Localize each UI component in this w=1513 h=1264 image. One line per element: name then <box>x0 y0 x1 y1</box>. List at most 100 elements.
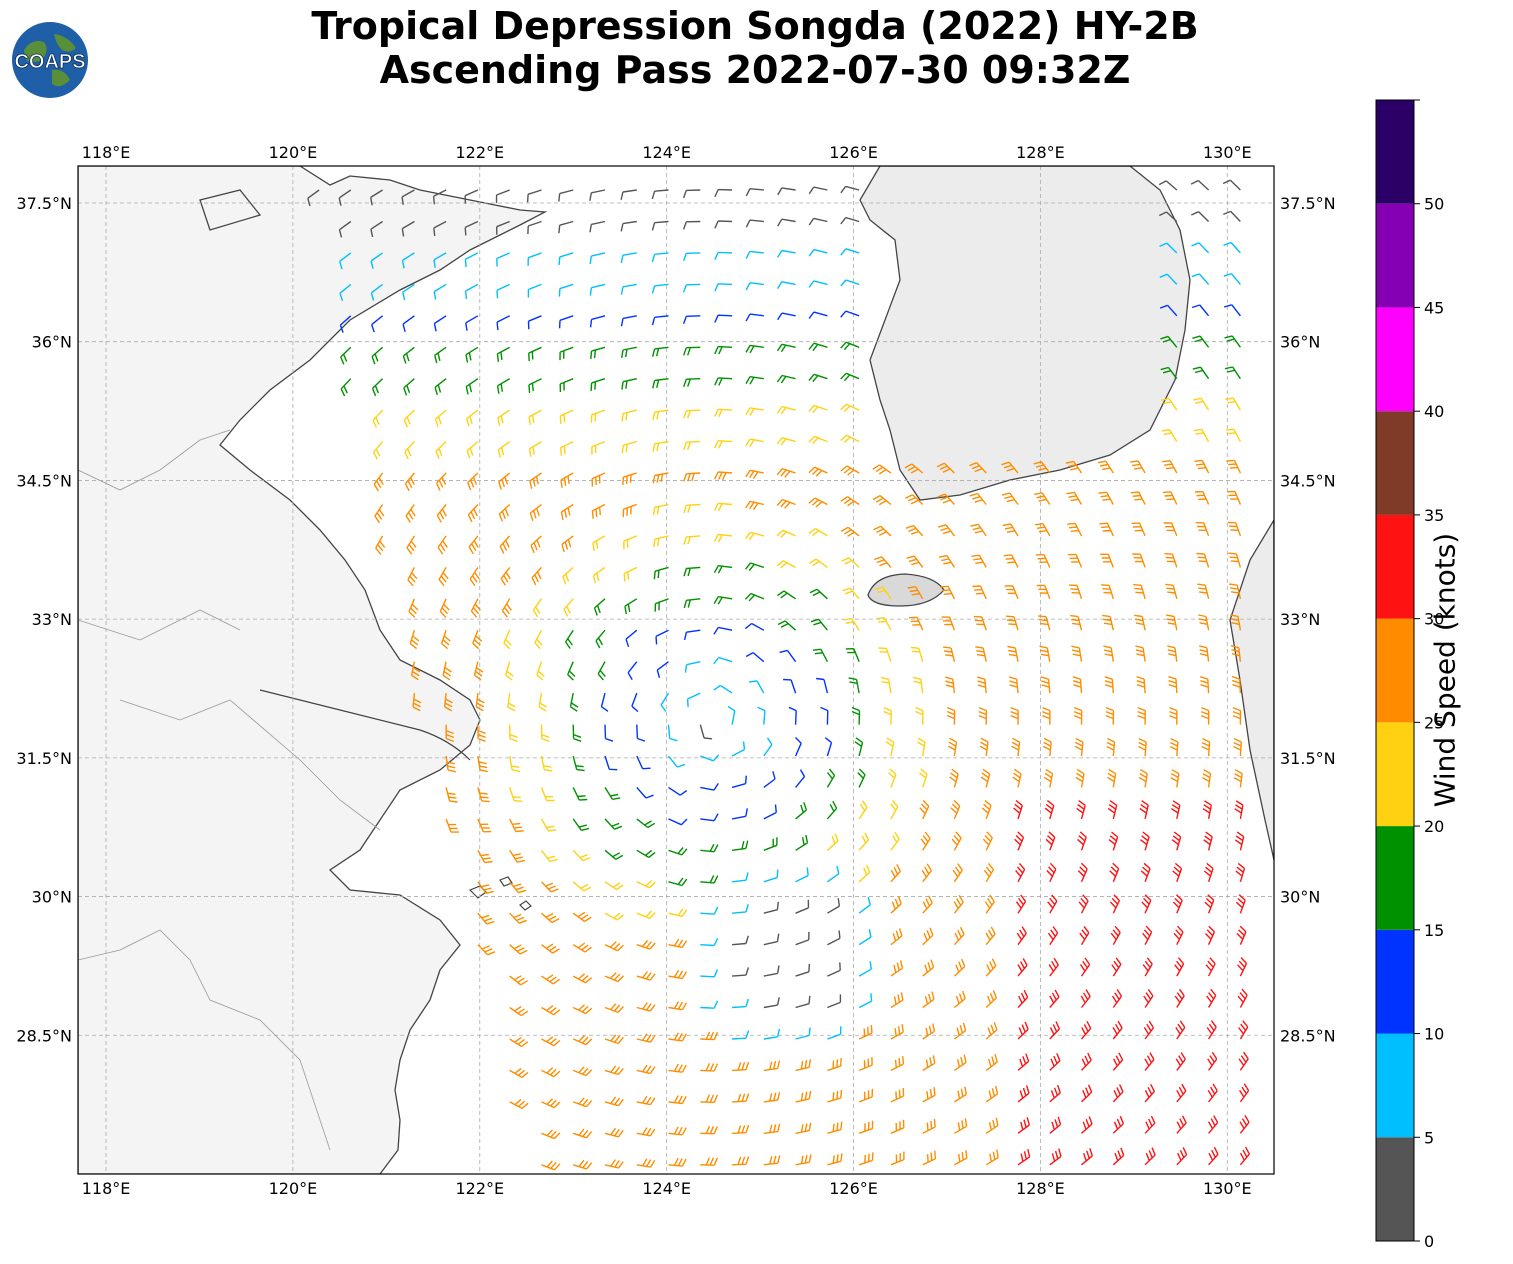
wind-barb <box>572 755 585 772</box>
wind-barb <box>401 252 415 269</box>
wind-barb <box>433 315 447 332</box>
wind-barb <box>668 969 688 980</box>
wind-barb <box>1207 1051 1218 1071</box>
wind-barb <box>540 881 559 893</box>
wind-barb <box>1080 1020 1092 1040</box>
wind-barb <box>1049 1148 1062 1166</box>
wind-barb <box>684 661 701 673</box>
wind-barb <box>714 377 733 386</box>
wind-barb <box>591 440 606 455</box>
wind-barb <box>745 500 764 511</box>
wind-barb <box>591 472 606 487</box>
wind-barb <box>1074 737 1084 757</box>
wind-barb <box>953 926 965 946</box>
wind-barb <box>874 586 892 600</box>
lon-tick-label-top: 120°E <box>269 143 318 162</box>
wind-barb <box>1223 210 1241 222</box>
wind-barb <box>477 881 494 894</box>
wind-barb <box>499 535 511 554</box>
wind-barb <box>445 787 458 803</box>
wind-barb <box>745 407 764 416</box>
wind-barb <box>509 1067 529 1079</box>
wind-barb <box>1112 1147 1125 1166</box>
wind-barb <box>1191 273 1210 285</box>
wind-barb <box>509 912 527 924</box>
wind-barb <box>509 724 518 742</box>
wind-barb <box>1234 800 1244 820</box>
wind-barb <box>636 1002 656 1012</box>
wind-barb <box>660 692 670 712</box>
wind-barb <box>572 881 592 892</box>
wind-barb <box>339 252 352 270</box>
wind-barb <box>1049 1116 1062 1134</box>
wind-barb <box>409 629 420 650</box>
wind-barb <box>915 706 924 725</box>
wind-barb <box>541 1160 561 1171</box>
wind-barb <box>700 1000 719 1009</box>
wind-barb <box>873 556 892 568</box>
wind-barb <box>636 940 656 950</box>
wind-barb <box>590 346 606 360</box>
wind-barb <box>1228 552 1242 568</box>
wind-barb <box>858 832 870 851</box>
wind-barb <box>700 783 719 791</box>
wind-barb <box>406 535 417 555</box>
wind-barb <box>668 1157 687 1167</box>
wind-barb <box>824 737 833 757</box>
wind-barb <box>620 189 637 200</box>
map-frame <box>77 165 1275 1175</box>
wind-barb <box>683 598 701 609</box>
wind-barb <box>1035 553 1051 568</box>
wind-barb <box>464 189 479 204</box>
wind-barb <box>1077 862 1088 883</box>
wind-barb <box>795 1090 812 1103</box>
wind-barb <box>559 378 574 393</box>
wind-barb <box>1139 800 1149 820</box>
wind-barb <box>559 346 574 361</box>
wind-barb <box>528 378 542 393</box>
wind-barb <box>1142 925 1153 946</box>
wind-barb <box>683 472 701 482</box>
wind-barb <box>953 958 966 977</box>
wind-barb <box>1225 397 1242 411</box>
wind-barb <box>983 862 995 883</box>
lon-tick-label-bottom: 122°E <box>455 1179 504 1198</box>
lon-tick-label-bottom: 126°E <box>829 1179 878 1198</box>
wind-barb <box>1071 645 1083 662</box>
wind-barb <box>683 378 701 388</box>
wind-barb <box>1236 925 1247 945</box>
wind-barb <box>436 504 447 523</box>
wind-barb <box>652 409 669 421</box>
wind-barb <box>985 1022 998 1040</box>
land-layer <box>78 166 1274 1174</box>
title-line-2: Ascending Pass 2022-07-30 09:32Z <box>379 48 1131 92</box>
wind-barb <box>404 441 415 460</box>
wind-barb <box>1226 490 1242 505</box>
wind-barb <box>1110 925 1121 946</box>
lon-tick-label-bottom: 118°E <box>82 1179 131 1198</box>
wind-barb <box>1012 768 1022 788</box>
china-mainland <box>78 166 548 1174</box>
wind-barb <box>795 1154 812 1166</box>
wind-barb <box>700 906 719 915</box>
lat-tick-label-right: 33°N <box>1280 610 1320 629</box>
wind-barb <box>404 472 416 492</box>
wind-barb <box>700 875 719 884</box>
wind-barb <box>541 1067 561 1078</box>
wind-barb <box>558 220 574 234</box>
wind-barb <box>827 1026 842 1040</box>
wind-barb <box>840 496 860 507</box>
wind-barb <box>403 409 415 428</box>
wind-barb <box>1077 831 1087 851</box>
wind-barb <box>683 629 701 641</box>
wind-barb <box>372 409 384 428</box>
wind-barb <box>1017 1053 1030 1071</box>
wind-barb <box>538 692 548 712</box>
wind-barb <box>1144 1052 1155 1071</box>
wind-barb <box>1201 737 1211 757</box>
wind-barb <box>776 343 796 353</box>
wind-barb <box>904 463 924 474</box>
wind-barb <box>1014 831 1025 851</box>
wind-barb <box>1176 1115 1187 1134</box>
